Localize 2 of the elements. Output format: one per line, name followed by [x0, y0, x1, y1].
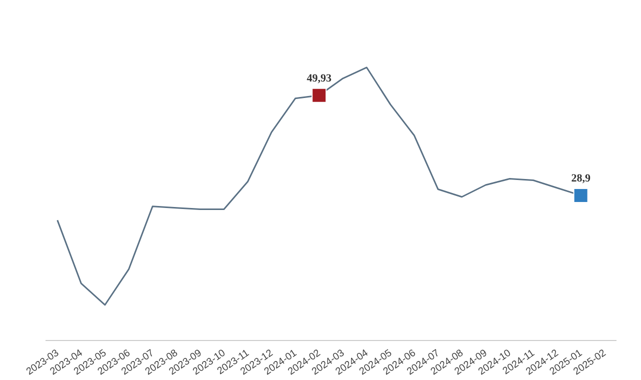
data-label: 49,93	[306, 72, 332, 84]
data-label: 28,9	[571, 172, 591, 184]
